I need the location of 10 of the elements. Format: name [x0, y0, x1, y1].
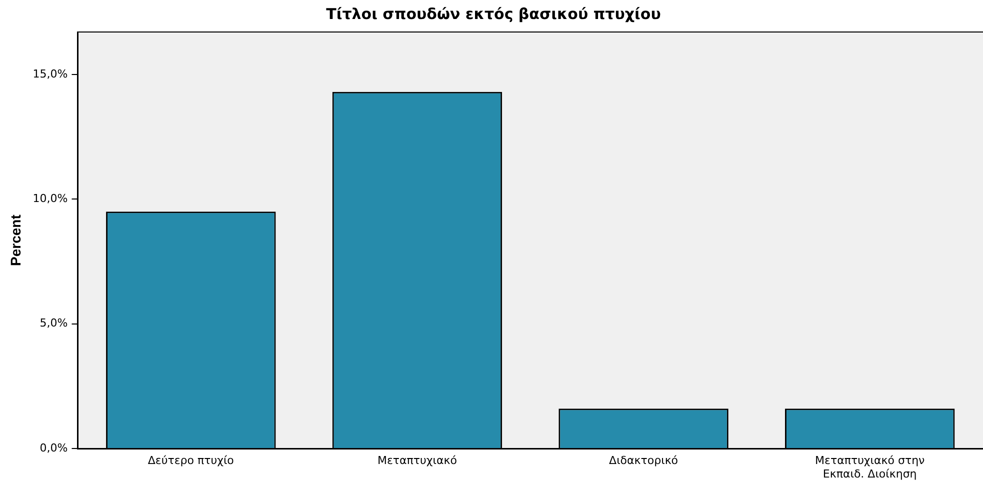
chart-title: Τίτλοι σπουδών εκτός βασικού πτυχίου [326, 4, 661, 23]
y-tick-label: 10,0% [32, 192, 68, 205]
y-tick-label: 0,0% [40, 441, 68, 454]
x-tick-label: Μεταπτυχιακό στην Εκπαιδ. Διοίκηση [815, 454, 925, 480]
x-tick-label: Διδακτορικό [609, 454, 678, 468]
y-tick-label: 15,0% [32, 67, 68, 80]
x-tick-label: Δεύτερο πτυχίο [148, 454, 234, 468]
y-axis-title: Percent [7, 214, 24, 266]
x-tick-label: Μεταπτυχιακό [377, 454, 458, 468]
y-tick-label: 5,0% [40, 316, 68, 330]
